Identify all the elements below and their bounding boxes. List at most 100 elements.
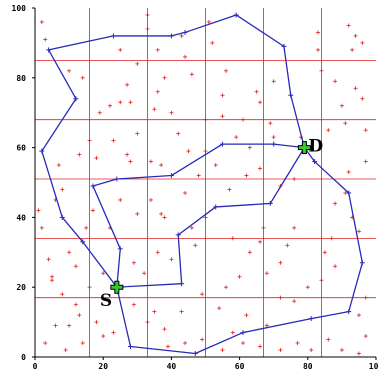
sample-point <box>356 351 361 356</box>
sample-point <box>101 271 106 276</box>
sample-point <box>165 344 170 349</box>
sample-point <box>220 114 225 119</box>
sample-point <box>80 341 85 346</box>
sample-point <box>339 103 344 108</box>
path-vertex <box>110 33 116 39</box>
sample-point <box>183 54 188 59</box>
sample-point <box>363 295 368 300</box>
sample-point <box>316 30 321 35</box>
sample-point <box>67 250 72 255</box>
sample-point <box>60 292 65 297</box>
sample-point <box>363 159 368 164</box>
sample-point <box>220 93 225 98</box>
y-tick-label: 60 <box>16 144 26 153</box>
y-tick-label: 20 <box>16 283 26 292</box>
y-tick-label: 0 <box>21 353 26 362</box>
sample-point <box>87 285 92 290</box>
sample-point <box>56 163 61 168</box>
path-vertex <box>281 43 287 49</box>
sample-point <box>241 341 246 346</box>
sample-point <box>135 131 140 136</box>
sample-point <box>333 201 338 206</box>
sample-point <box>135 61 140 66</box>
sample-point <box>196 173 201 178</box>
x-tick-label: 80 <box>303 362 313 371</box>
sample-point <box>247 250 252 255</box>
path-vertex <box>267 200 273 206</box>
path-vertex <box>90 183 96 189</box>
sample-point <box>73 302 78 307</box>
sample-point <box>292 299 297 304</box>
sample-point <box>63 348 68 353</box>
sample-point <box>237 274 242 279</box>
sample-point <box>162 75 167 80</box>
sample-point <box>90 208 95 213</box>
sample-point <box>148 197 153 202</box>
sample-point <box>53 323 58 328</box>
path-vertex <box>168 173 174 179</box>
tick-marks: 0 20 40 60 80 100 0 20 40 60 80 100 <box>12 4 378 371</box>
sample-point <box>353 33 358 38</box>
sample-point <box>200 292 205 297</box>
sample-point <box>94 320 99 325</box>
sample-point <box>193 243 198 248</box>
sample-point <box>125 82 130 87</box>
sample-point <box>128 159 133 164</box>
sample-point <box>131 302 136 307</box>
path-vertex <box>271 141 277 147</box>
sample-point <box>346 23 351 28</box>
sample-point <box>213 163 218 168</box>
sample-point <box>230 236 235 241</box>
sample-point <box>241 117 246 122</box>
sample-point <box>77 152 82 157</box>
sample-point <box>118 47 123 52</box>
sample-point <box>333 264 338 269</box>
sample-point <box>316 47 321 52</box>
sample-point <box>142 271 147 276</box>
sample-point <box>244 173 249 178</box>
path-vertex <box>73 96 79 102</box>
sample-point <box>145 26 150 31</box>
y-tick-label: 40 <box>16 213 26 222</box>
sample-point <box>97 110 102 115</box>
sample-point <box>169 110 174 115</box>
sample-point <box>292 225 297 230</box>
path-vertex <box>346 309 352 315</box>
path-vertex <box>192 351 198 357</box>
sample-point <box>363 128 368 133</box>
sample-point <box>46 257 51 262</box>
x-tick-label: 100 <box>369 362 378 371</box>
sample-point <box>39 19 44 24</box>
sample-point <box>67 323 72 328</box>
sample-point <box>292 177 297 182</box>
sample-point <box>305 285 310 290</box>
path-vertex <box>59 214 65 220</box>
sample-point <box>278 348 283 353</box>
y-tick-label: 100 <box>12 4 27 13</box>
sample-point <box>230 330 235 335</box>
sample-point <box>203 117 208 122</box>
sample-point <box>247 145 252 150</box>
sample-point <box>329 236 334 241</box>
sample-point <box>223 285 228 290</box>
sample-point <box>148 159 153 164</box>
sample-point <box>346 170 351 175</box>
sample-point <box>36 208 41 213</box>
sample-point <box>183 341 188 346</box>
path-vertex <box>117 246 123 252</box>
sample-point <box>278 260 283 265</box>
sample-point <box>339 348 344 353</box>
start-label: S <box>100 291 112 311</box>
sample-point <box>39 225 44 230</box>
sample-point <box>363 334 368 339</box>
goal-label: D <box>308 137 323 157</box>
x-tick-label: 20 <box>98 362 108 371</box>
sample-point <box>206 19 211 24</box>
sample-point <box>353 86 358 91</box>
axes <box>34 8 376 358</box>
sample-point <box>145 12 150 17</box>
sample-point <box>159 211 164 216</box>
path-vertex <box>39 148 45 154</box>
sample-point <box>101 334 106 339</box>
sample-point <box>67 68 72 73</box>
